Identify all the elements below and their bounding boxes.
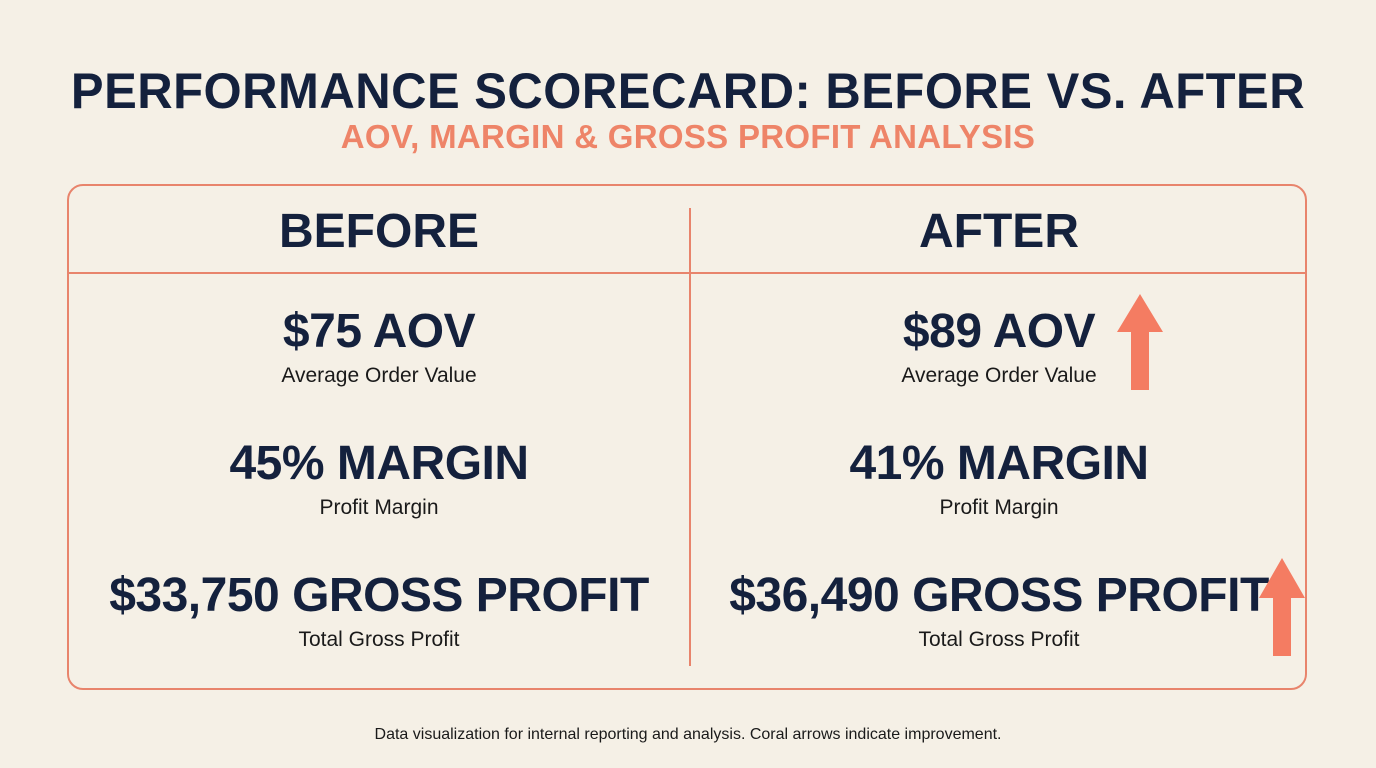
up-arrow-icon [1117,294,1163,390]
after-aov-metric: $89 AOV Average Order Value [689,304,1309,390]
before-heading: BEFORE [278,205,479,258]
metric-label: Profit Margin [319,496,439,519]
before-column: BEFORE $75 AOV Average Order Value 45% M… [69,186,689,688]
metric-label: Total Gross Profit [918,628,1080,651]
up-arrow-icon [1259,558,1305,656]
column-divider [689,208,691,666]
after-gross-profit-metric: $36,490 GROSS PROFIT Total Gross Profit [689,568,1309,654]
metric-label: Average Order Value [901,364,1097,387]
metric-value: $33,750 GROSS PROFIT [109,569,649,622]
metric-value: $89 AOV [902,305,1096,358]
header-divider [69,272,1305,274]
metric-label: Average Order Value [281,364,477,387]
page-title: PERFORMANCE SCORECARD: BEFORE VS. AFTER [70,63,1306,119]
page-subtitle: AOV, MARGIN & GROSS PROFIT ANALYSIS [340,118,1036,155]
before-aov-metric: $75 AOV Average Order Value [69,304,689,390]
metric-label: Profit Margin [939,496,1059,519]
after-heading: AFTER [919,205,1079,258]
before-gross-profit-metric: $33,750 GROSS PROFIT Total Gross Profit [69,568,689,654]
metric-value: 41% MARGIN [849,437,1149,490]
footnote: Data visualization for internal reportin… [374,726,1002,743]
before-margin-metric: 45% MARGIN Profit Margin [69,436,689,522]
metric-value: 45% MARGIN [229,437,529,490]
metric-value: $36,490 GROSS PROFIT [729,569,1269,622]
scorecard-panel: BEFORE $75 AOV Average Order Value 45% M… [67,184,1307,690]
metric-label: Total Gross Profit [298,628,460,651]
after-column: AFTER $89 AOV Average Order Value 41% MA… [689,186,1309,688]
metric-value: $75 AOV [282,305,476,358]
after-margin-metric: 41% MARGIN Profit Margin [689,436,1309,522]
